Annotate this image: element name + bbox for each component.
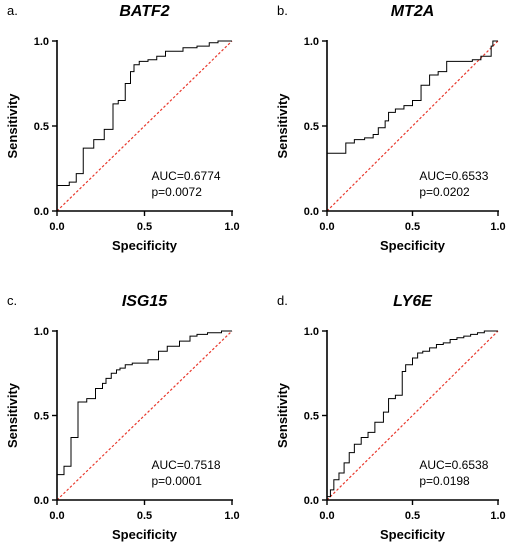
y-tick-label: 1.0 xyxy=(304,326,319,338)
y-tick-label: 1.0 xyxy=(34,326,49,338)
x-axis-label: Specificity xyxy=(112,527,178,542)
p-value-annotation: p=0.0072 xyxy=(152,185,203,199)
y-tick-label: 1.0 xyxy=(304,36,319,48)
p-value-annotation: p=0.0001 xyxy=(152,474,203,488)
panel-letter: a. xyxy=(7,3,18,18)
auc-annotation: AUC=0.6774 xyxy=(152,169,221,183)
chart-title: BATF2 xyxy=(119,3,169,20)
reference-diagonal-line xyxy=(56,40,233,212)
x-tick-label: 0.0 xyxy=(49,221,64,233)
x-tick-label: 0.5 xyxy=(405,221,420,233)
roc-panel-1: a. BATF2 0.0 0.5 1.0 0.0 0.5 1.0 Specificity Sens… xyxy=(5,3,240,253)
panel-letter: b. xyxy=(277,3,288,18)
roc-panel-2: b. MT2A 0.0 0.5 1.0 0.0 0.5 1.0 Specificity Sensi… xyxy=(275,3,506,253)
roc-panel-3: c. ISG15 0.0 0.5 1.0 0.0 0.5 1.0 Specificity Sens… xyxy=(5,293,240,542)
auc-annotation: AUC=0.6538 xyxy=(419,458,488,472)
chart-title: ISG15 xyxy=(122,293,168,310)
y-tick-label: 0.5 xyxy=(304,121,319,133)
y-tick-label: 0.5 xyxy=(34,121,49,133)
panel-letter: c. xyxy=(7,293,17,308)
reference-diagonal-line xyxy=(326,40,499,212)
x-tick-label: 0.0 xyxy=(319,510,334,522)
y-axis-label: Sensitivity xyxy=(275,382,290,448)
chart-title: MT2A xyxy=(391,3,435,20)
y-tick-label: 0.5 xyxy=(34,411,49,423)
y-tick-label: 0.0 xyxy=(34,495,49,507)
y-tick-label: 1.0 xyxy=(34,36,49,48)
x-tick-label: 1.0 xyxy=(224,510,239,522)
auc-annotation: AUC=0.7518 xyxy=(152,458,221,472)
x-tick-label: 1.0 xyxy=(490,221,505,233)
y-tick-label: 0.0 xyxy=(34,206,49,218)
x-tick-label: 0.5 xyxy=(137,510,152,522)
x-axis-label: Specificity xyxy=(112,238,178,253)
y-axis-label: Sensitivity xyxy=(5,93,20,159)
y-tick-label: 0.5 xyxy=(304,411,319,423)
y-axis-label: Sensitivity xyxy=(5,382,20,448)
auc-annotation: AUC=0.6533 xyxy=(419,169,488,183)
x-tick-label: 0.0 xyxy=(49,510,64,522)
roc-curve-line xyxy=(56,330,232,500)
x-tick-label: 0.5 xyxy=(137,221,152,233)
reference-diagonal-line xyxy=(326,330,499,501)
x-tick-label: 0.0 xyxy=(319,221,334,233)
p-value-annotation: p=0.0202 xyxy=(419,185,470,199)
x-axis-label: Specificity xyxy=(380,527,446,542)
roc-panel-4: d. LY6E 0.0 0.5 1.0 0.0 0.5 1.0 Specificity Sensi… xyxy=(275,293,506,542)
chart-title: LY6E xyxy=(393,293,433,310)
y-axis-label: Sensitivity xyxy=(275,93,290,159)
x-axis-label: Specificity xyxy=(380,238,446,253)
x-tick-label: 1.0 xyxy=(490,510,505,522)
reference-diagonal-line xyxy=(56,330,233,501)
panel-letter: d. xyxy=(277,293,288,308)
roc-curve-line xyxy=(326,40,498,211)
roc-curve-line xyxy=(56,40,232,211)
p-value-annotation: p=0.0198 xyxy=(419,474,470,488)
y-tick-label: 0.0 xyxy=(304,495,319,507)
roc-curve-line xyxy=(326,330,498,500)
x-tick-label: 1.0 xyxy=(224,221,239,233)
y-tick-label: 0.0 xyxy=(304,206,319,218)
x-tick-label: 0.5 xyxy=(405,510,420,522)
